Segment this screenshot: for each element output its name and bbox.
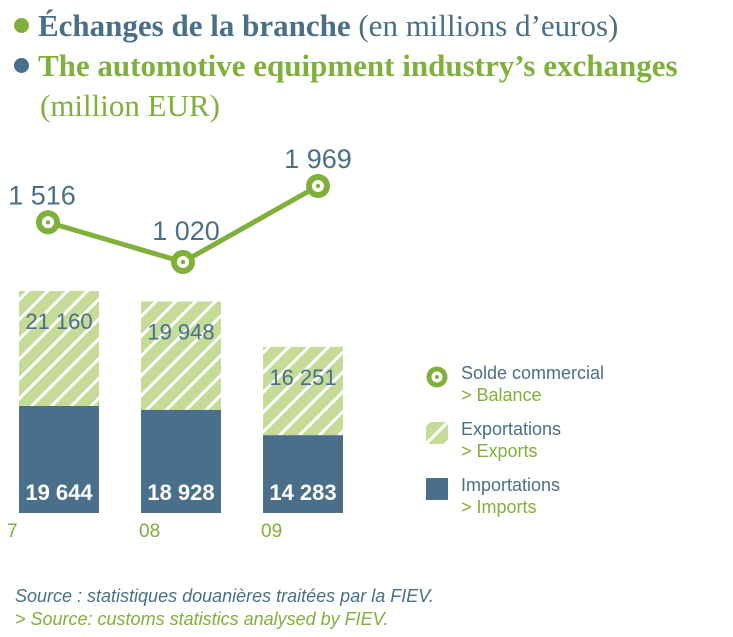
bar-imports-2 — [263, 435, 343, 513]
bar-label-exports-1: 19 948 — [147, 319, 214, 344]
legend-imports-fr: Importations — [461, 475, 561, 495]
source-en: > Source: customs statistics analysed by… — [15, 609, 389, 629]
legend: Solde commercial > Balance Exportations … — [426, 362, 726, 530]
title-en-bold: The automotive equipment industry’s exch… — [38, 48, 678, 83]
balance-point-center-1 — [180, 259, 186, 265]
balance-label-0: 1 516 — [8, 180, 76, 210]
title-bullet-icon — [14, 18, 29, 33]
bar-imports-1 — [141, 409, 221, 513]
imports-swatch-icon — [426, 478, 448, 500]
balance-marker-icon — [426, 366, 448, 388]
title-line-en-unit: (million EUR) — [14, 86, 729, 126]
legend-balance-fr: Solde commercial — [461, 363, 605, 383]
balance-point-center-2 — [315, 183, 321, 189]
legend-item-balance: Solde commercial > Balance — [426, 362, 726, 418]
title-line-fr: Échanges de la branche (en millions d’eu… — [14, 6, 729, 46]
bar-label-exports-0: 21 160 — [25, 309, 92, 334]
x-tick-label-0: 7 — [7, 521, 18, 542]
bar-exports-0 — [19, 291, 99, 406]
title-en-light: (million EUR) — [40, 88, 220, 123]
legend-exports-fr: Exportations — [461, 419, 562, 439]
title-line-en: The automotive equipment industry’s exch… — [14, 46, 729, 86]
legend-balance-en: > Balance — [461, 385, 542, 405]
bar-label-imports-2: 14 283 — [269, 480, 336, 505]
legend-item-exports: Exportations > Exports — [426, 418, 726, 474]
x-tick-label-1: 08 — [139, 521, 160, 542]
source-fr: Source : statistiques douanières traitée… — [15, 586, 434, 606]
title-bullet-icon — [14, 58, 29, 73]
bar-exports-1 — [141, 301, 221, 410]
bar-imports-0 — [19, 406, 99, 513]
legend-imports-en: > Imports — [461, 497, 537, 517]
chart-title: Échanges de la branche (en millions d’eu… — [14, 6, 729, 126]
legend-exports-en: > Exports — [461, 441, 538, 461]
bar-label-imports-0: 19 644 — [25, 480, 93, 505]
source-note: Source : statistiques douanières traitée… — [15, 585, 434, 631]
balance-label-1: 1 020 — [152, 216, 220, 246]
legend-item-imports: Importations > Imports — [426, 474, 726, 530]
bar-label-imports-1: 18 928 — [147, 480, 214, 505]
x-tick-label-2: 09 — [261, 521, 282, 542]
bar-label-exports-2: 16 251 — [269, 365, 336, 390]
title-fr-light: (en millions d’euros) — [358, 8, 619, 43]
exports-swatch-icon — [426, 422, 448, 444]
title-fr-bold: Échanges de la branche — [38, 8, 351, 43]
balance-label-2: 1 969 — [284, 144, 352, 174]
bar-exports-2 — [263, 346, 343, 436]
balance-point-center-0 — [45, 220, 51, 225]
